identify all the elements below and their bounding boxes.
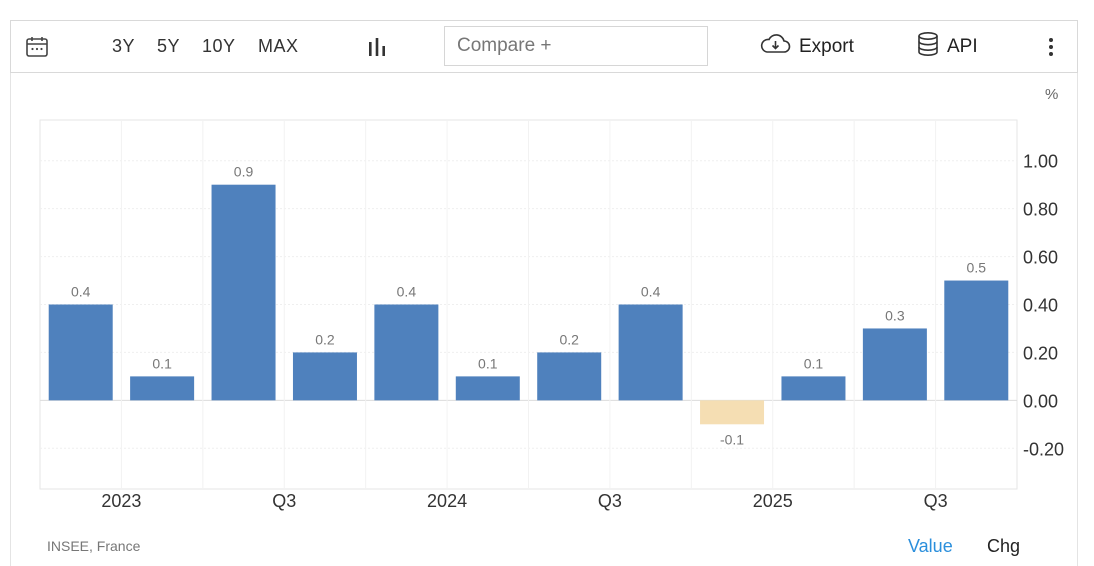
bar[interactable] (48, 304, 113, 401)
data-label: 0.1 (478, 355, 498, 371)
api-button[interactable]: API (917, 21, 978, 72)
bar[interactable] (862, 328, 927, 401)
cloud-download-icon (759, 33, 791, 60)
bar[interactable] (537, 352, 602, 401)
bar[interactable] (130, 376, 195, 401)
bar[interactable] (211, 184, 276, 401)
y-tick-label: 1.00 (1023, 152, 1058, 172)
data-label: 0.4 (397, 284, 417, 300)
api-label: API (947, 35, 978, 57)
x-tick-label: Q3 (272, 491, 296, 511)
y-tick-label: 0.00 (1023, 391, 1058, 411)
value-toggle[interactable]: Value (908, 536, 953, 556)
bar[interactable] (618, 304, 683, 401)
range-10y-button[interactable]: 10Y (202, 36, 236, 56)
y-tick-label: 0.40 (1023, 296, 1058, 316)
range-3y-button[interactable]: 3Y (112, 36, 136, 56)
y-tick-label: 0.20 (1023, 343, 1058, 363)
data-label: 0.2 (559, 331, 579, 347)
chart-toolbar: 3Y 5Y 10Y MAX Export API (10, 20, 1078, 73)
source-label: INSEE, France (47, 538, 141, 554)
chg-toggle[interactable]: Chg (987, 536, 1021, 556)
compare-input[interactable] (444, 26, 708, 66)
bar[interactable] (700, 400, 765, 425)
data-label: 0.5 (967, 260, 987, 276)
x-tick-label: 2025 (753, 491, 793, 511)
export-label: Export (799, 35, 854, 57)
x-tick-label: Q3 (924, 491, 948, 511)
unit-label: % (1045, 86, 1059, 103)
data-label: 0.1 (152, 355, 172, 371)
data-label: 0.2 (315, 331, 335, 347)
y-tick-label: 0.60 (1023, 248, 1058, 268)
data-label: 0.9 (234, 164, 254, 180)
data-label: 0.1 (804, 355, 824, 371)
bar[interactable] (944, 280, 1009, 401)
y-tick-label: -0.20 (1023, 439, 1064, 459)
x-tick-label: 2024 (427, 491, 467, 511)
data-label: 0.4 (641, 284, 661, 300)
bar[interactable] (292, 352, 357, 401)
bar[interactable] (455, 376, 520, 401)
range-max-button[interactable]: MAX (258, 36, 299, 56)
database-icon (917, 31, 939, 62)
x-tick-label: 2023 (101, 491, 141, 511)
more-vertical-icon[interactable] (1047, 21, 1055, 72)
data-label: 0.3 (885, 307, 905, 323)
data-label: -0.1 (720, 431, 744, 447)
bar-chart-icon[interactable] (367, 21, 387, 72)
chart-panel (10, 20, 1078, 566)
bar[interactable] (781, 376, 846, 401)
bar[interactable] (374, 304, 439, 401)
x-tick-label: Q3 (598, 491, 622, 511)
calendar-icon[interactable] (25, 21, 49, 72)
y-tick-label: 0.80 (1023, 200, 1058, 220)
range-5y-button[interactable]: 5Y (157, 36, 181, 56)
export-button[interactable]: Export (759, 21, 854, 72)
data-label: 0.4 (71, 284, 91, 300)
